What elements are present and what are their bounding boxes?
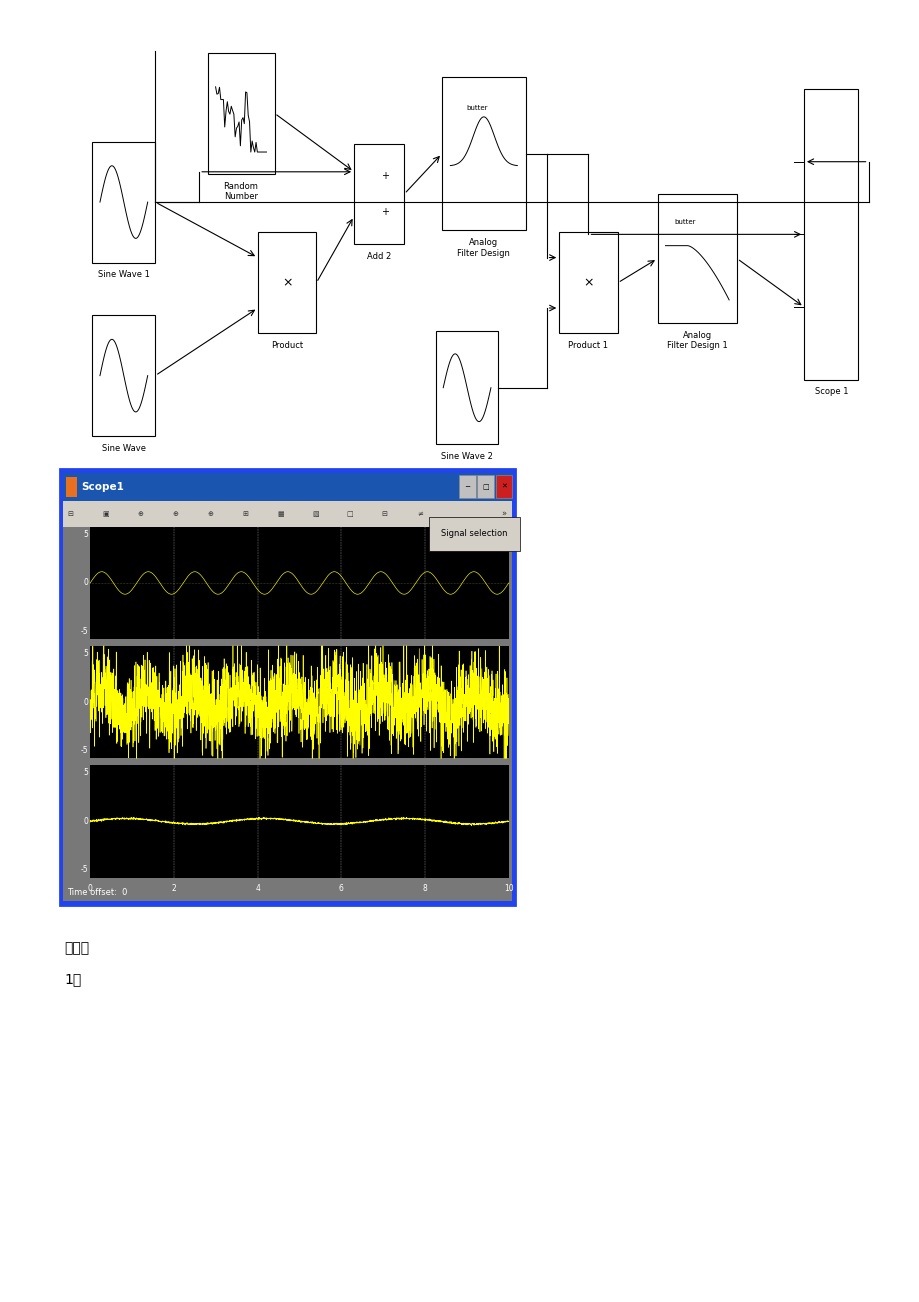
Text: Product: Product <box>271 341 303 350</box>
Text: Analog
Filter Design 1: Analog Filter Design 1 <box>666 331 727 350</box>
Text: 8: 8 <box>422 884 427 893</box>
Bar <box>90 646 508 758</box>
Text: 10: 10 <box>504 884 513 893</box>
Bar <box>495 475 512 497</box>
Text: 0: 0 <box>87 884 93 893</box>
Text: 5: 5 <box>84 530 88 539</box>
Text: ─: ─ <box>465 483 469 490</box>
Text: -5: -5 <box>81 626 88 635</box>
Text: 4: 4 <box>255 884 260 893</box>
Text: ×: × <box>583 276 593 289</box>
Bar <box>62 473 512 901</box>
Bar <box>62 646 90 758</box>
Text: Add 2: Add 2 <box>367 253 391 262</box>
Text: butter: butter <box>674 220 696 225</box>
Bar <box>92 142 155 263</box>
Text: ▦: ▦ <box>277 510 283 517</box>
Text: ≠: ≠ <box>416 510 422 517</box>
Bar <box>436 331 498 444</box>
Text: Sine Wave: Sine Wave <box>102 444 146 453</box>
Text: ⊟: ⊟ <box>381 510 387 517</box>
Text: □: □ <box>346 510 353 517</box>
Text: Sine Wave 1: Sine Wave 1 <box>97 271 150 280</box>
Text: ×: × <box>281 276 292 289</box>
Bar <box>257 232 316 333</box>
Text: ⊕: ⊕ <box>137 510 142 517</box>
Text: ✕: ✕ <box>501 483 506 490</box>
Text: Time offset:  0: Time offset: 0 <box>67 888 128 897</box>
Text: Signal selection: Signal selection <box>441 529 507 538</box>
Bar <box>657 194 736 323</box>
Text: -5: -5 <box>81 865 88 874</box>
Bar <box>459 475 475 497</box>
Text: Scope1: Scope1 <box>81 482 124 492</box>
Text: +: + <box>380 171 389 181</box>
Text: »: » <box>501 509 506 518</box>
Text: ▣: ▣ <box>102 510 108 517</box>
Text: Product 1: Product 1 <box>568 341 607 350</box>
Text: ⊕: ⊕ <box>207 510 212 517</box>
Bar <box>66 477 77 496</box>
Text: 2: 2 <box>171 884 176 893</box>
Bar <box>62 473 512 500</box>
Bar <box>477 475 494 497</box>
Text: Sine Wave 2: Sine Wave 2 <box>441 452 493 461</box>
Text: butter: butter <box>466 104 487 111</box>
Text: ▧: ▧ <box>312 510 318 517</box>
Text: Scope 1: Scope 1 <box>813 388 847 397</box>
Text: Random
Number: Random Number <box>223 181 258 201</box>
Bar <box>90 764 508 878</box>
Text: 6: 6 <box>338 884 344 893</box>
Bar <box>60 469 515 905</box>
Text: 0: 0 <box>84 698 88 707</box>
Bar <box>803 89 857 380</box>
Text: 0: 0 <box>84 816 88 825</box>
Text: ⊟: ⊟ <box>67 510 73 517</box>
Bar <box>90 526 508 639</box>
Bar <box>559 232 617 333</box>
Text: 5: 5 <box>84 768 88 777</box>
Text: □: □ <box>482 483 489 490</box>
Text: +: + <box>380 207 389 217</box>
Bar <box>62 500 512 526</box>
Bar <box>354 143 403 245</box>
Bar <box>62 764 90 878</box>
Text: ⊞: ⊞ <box>242 510 247 517</box>
Bar <box>62 526 90 639</box>
Text: Analog
Filter Design: Analog Filter Design <box>457 238 510 258</box>
Bar <box>441 77 525 230</box>
Text: ⊕: ⊕ <box>172 510 177 517</box>
Text: 实验二: 实验二 <box>64 941 89 954</box>
Text: 0: 0 <box>84 578 88 587</box>
Text: 1、: 1、 <box>64 973 82 986</box>
Bar <box>92 315 155 436</box>
Bar <box>208 52 274 173</box>
Text: 5: 5 <box>84 650 88 659</box>
Text: -5: -5 <box>81 746 88 755</box>
